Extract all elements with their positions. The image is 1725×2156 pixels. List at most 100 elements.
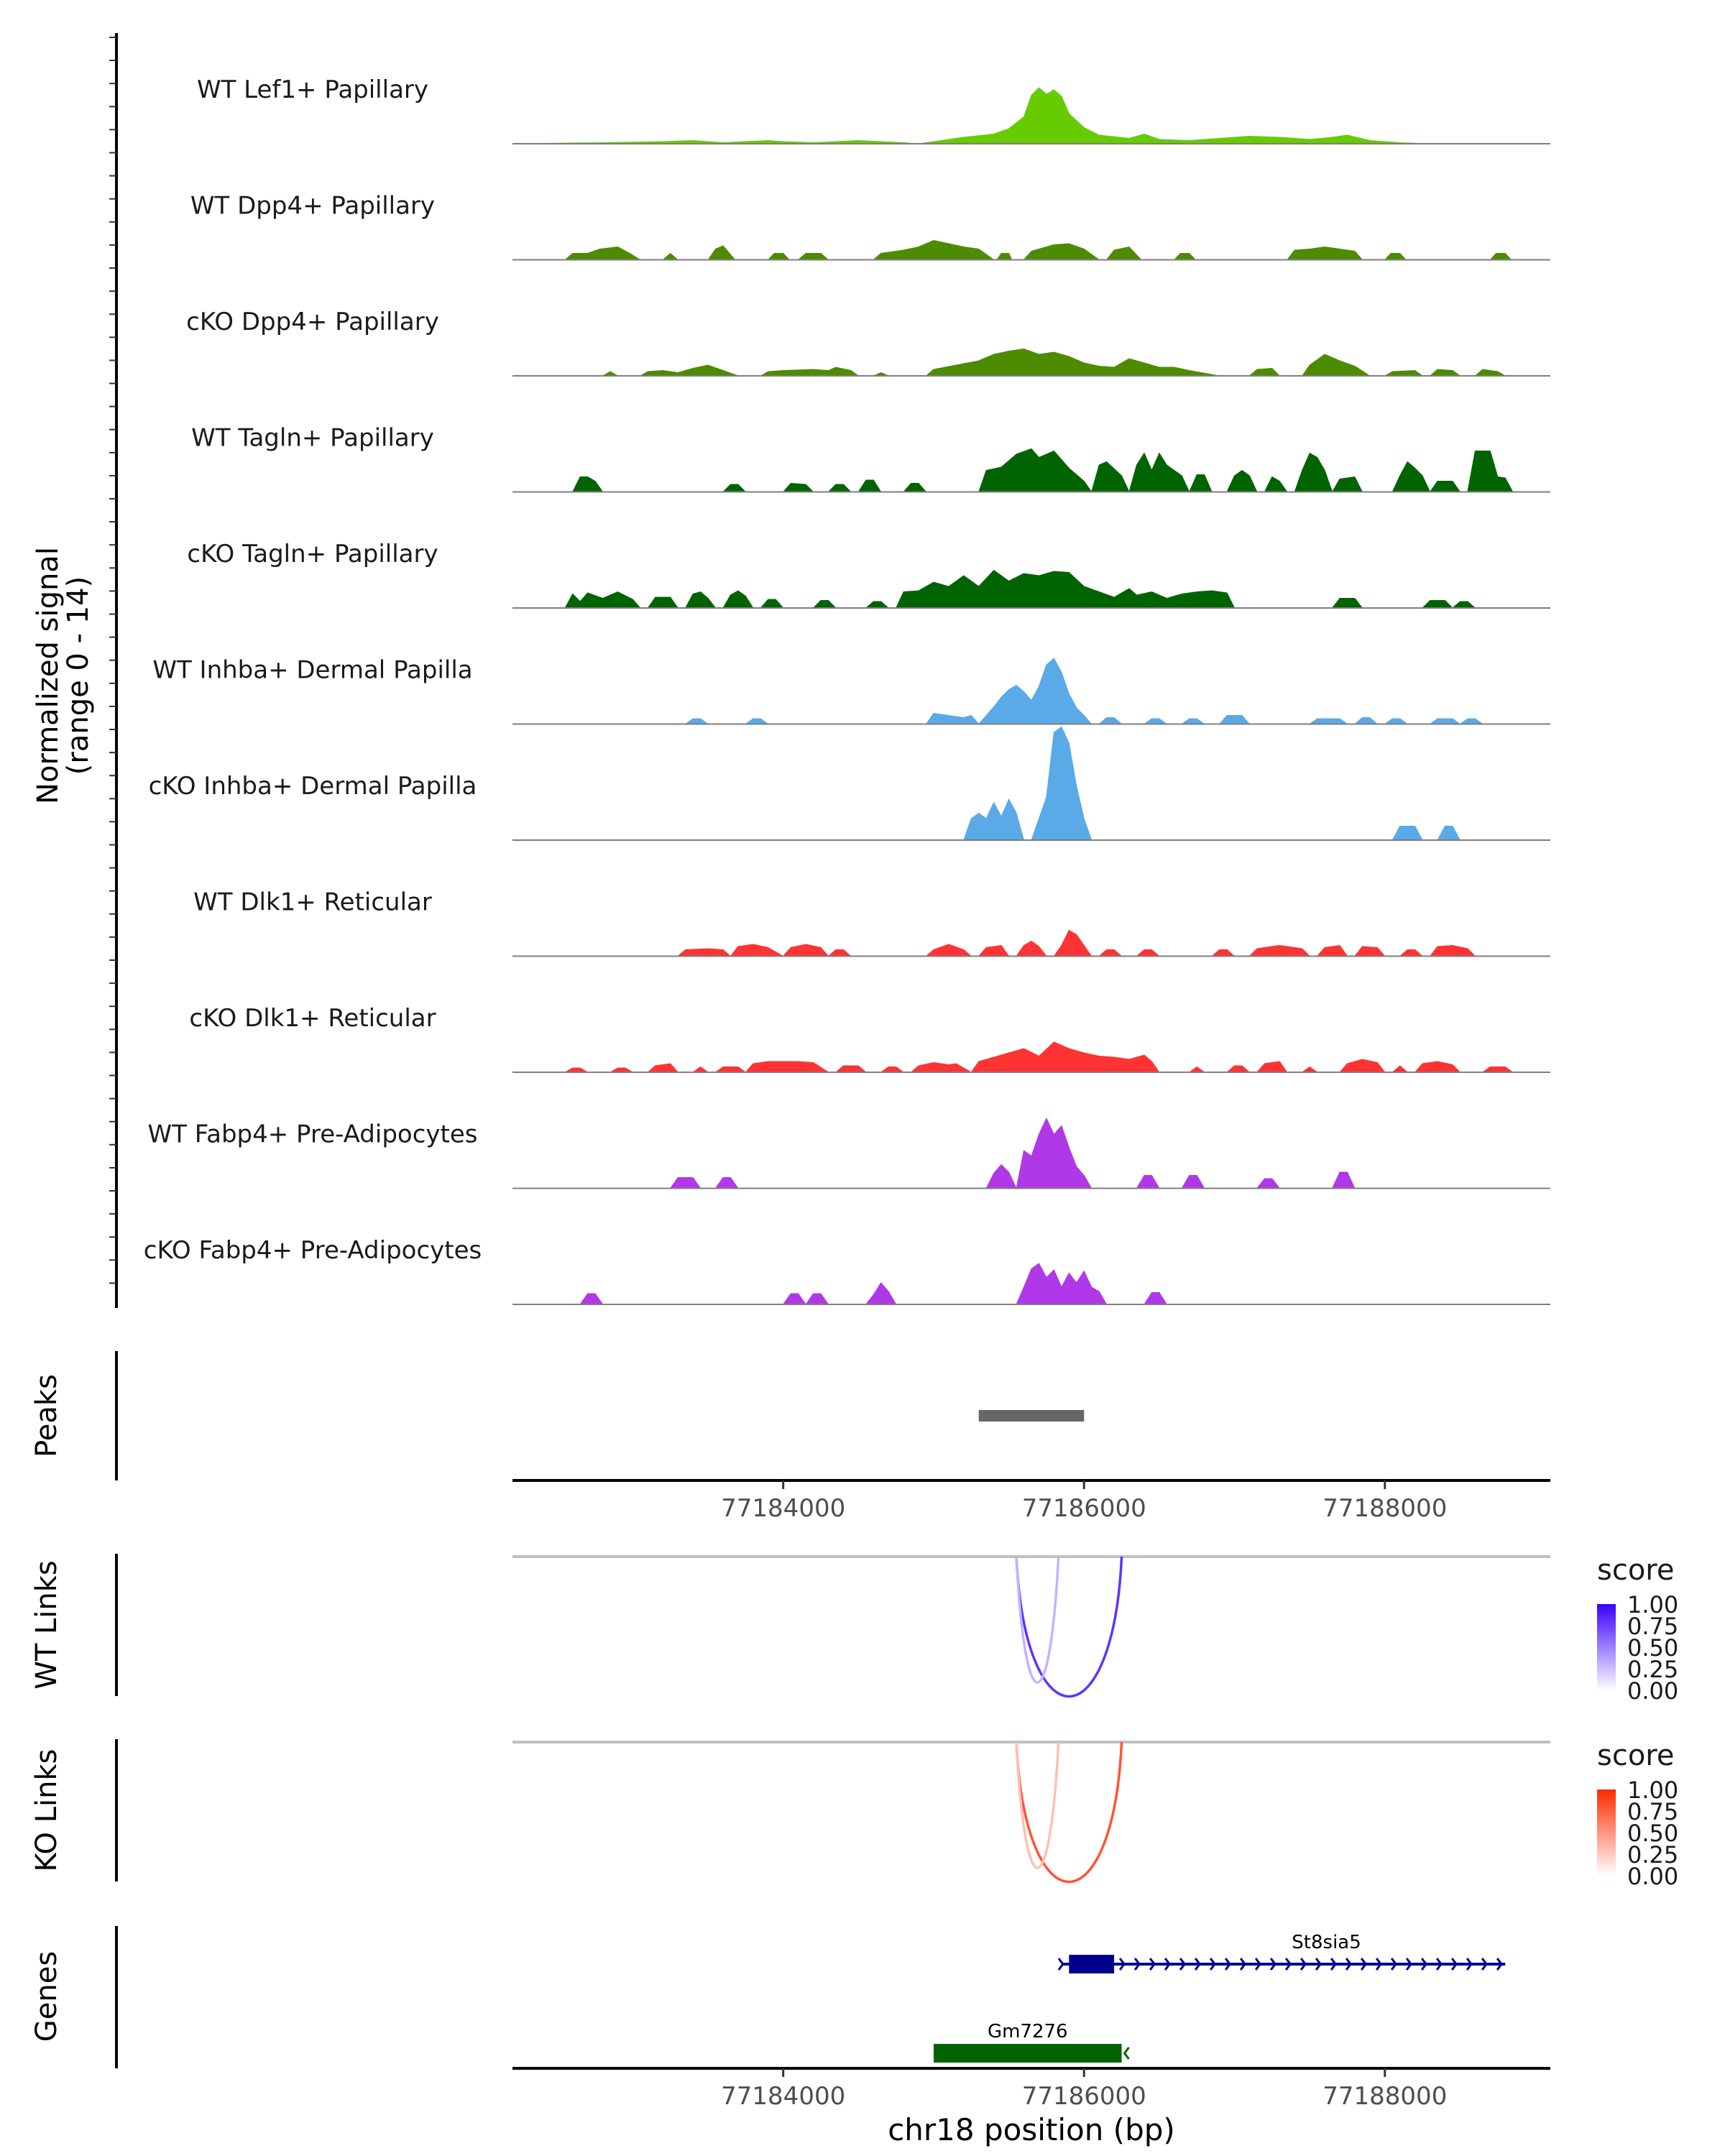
gene-name-label: Gm7276 bbox=[988, 2021, 1068, 2042]
coverage-area bbox=[1392, 826, 1423, 841]
coverage-track: WT Dlk1+ Reticular bbox=[193, 888, 1550, 957]
coverage-area bbox=[985, 1164, 1017, 1189]
coverage-track: cKO Dpp4+ Papillary bbox=[186, 308, 1550, 377]
coverage-area bbox=[1248, 367, 1281, 377]
coverage-area bbox=[1331, 1171, 1356, 1189]
genes-axis-tick-label: 77186000 bbox=[1022, 2082, 1146, 2111]
legend-tick-label: 0.50 bbox=[1627, 1820, 1678, 1847]
legend-colorbar bbox=[1597, 1604, 1616, 1690]
coverage-area bbox=[1264, 476, 1288, 492]
legend-tick-label: 0.00 bbox=[1627, 1677, 1678, 1705]
strand-arrow bbox=[1450, 1958, 1458, 1971]
coverage-area bbox=[564, 591, 642, 609]
coverage-area bbox=[902, 483, 927, 492]
gene-model: St8sia5 bbox=[1057, 1932, 1506, 1973]
coverage-area bbox=[1474, 369, 1507, 377]
legend-tick-label: 0.75 bbox=[1627, 1798, 1678, 1825]
strand-arrow bbox=[1300, 1958, 1307, 1971]
coverage-ylabel-line1: Normalized signal bbox=[32, 547, 65, 804]
legend-tick-label: 1.00 bbox=[1627, 1777, 1678, 1804]
coverage-area bbox=[1429, 718, 1461, 724]
coverage-area bbox=[797, 253, 829, 260]
strand-arrow bbox=[1435, 1958, 1443, 1971]
strand-arrow bbox=[1224, 1958, 1231, 1971]
track-label: WT Tagln+ Papillary bbox=[191, 424, 434, 453]
coverage-area bbox=[730, 944, 785, 957]
coverage-area bbox=[1181, 1175, 1205, 1189]
coverage-area bbox=[805, 1293, 829, 1305]
coverage-area bbox=[812, 600, 837, 609]
peaks-label: Peaks bbox=[30, 1374, 63, 1457]
coverage-area bbox=[895, 569, 1236, 609]
coverage-area bbox=[782, 1293, 807, 1305]
coverage-track: WT Fabp4+ Pre-Adipocytes bbox=[148, 1117, 1550, 1189]
peaks-panel: Peaks 77184000 77186000 77188000 bbox=[30, 1351, 1550, 1523]
coverage-area bbox=[714, 1177, 739, 1189]
link-arc bbox=[1015, 1741, 1060, 1869]
coverage-area bbox=[744, 718, 770, 724]
coverage-area bbox=[782, 482, 814, 492]
genes-axis-tick-label: 77184000 bbox=[721, 2082, 845, 2111]
strand-arrow bbox=[1375, 1958, 1382, 1971]
coverage-area bbox=[1031, 726, 1092, 841]
coverage-area bbox=[1180, 718, 1206, 724]
coverage-area bbox=[745, 1061, 830, 1073]
links-panel: KO Links score 1.000.750.500.250.00 bbox=[30, 1739, 1678, 1890]
gene-exon bbox=[1069, 1955, 1115, 1973]
coverage-area bbox=[963, 798, 1025, 841]
coverage-area bbox=[1016, 1263, 1108, 1305]
coverage-area bbox=[760, 599, 784, 609]
coverage-panel: Normalized signal (range 0 - 14) WT Lef1… bbox=[32, 33, 1550, 1308]
strand-arrow bbox=[1123, 2047, 1130, 2060]
coverage-area bbox=[1421, 600, 1454, 609]
coverage-area bbox=[995, 253, 1013, 260]
coverage-area bbox=[1429, 369, 1461, 377]
strand-arrow bbox=[1133, 1958, 1141, 1971]
coverage-area bbox=[1091, 461, 1130, 492]
coverage-area bbox=[684, 718, 709, 724]
coverage-area bbox=[1226, 469, 1258, 492]
legend-tick-label: 0.75 bbox=[1627, 1613, 1678, 1640]
coverage-area bbox=[925, 348, 1220, 377]
coverage-area bbox=[1451, 601, 1476, 609]
strand-arrow bbox=[1466, 1958, 1473, 1971]
coverage-area bbox=[767, 253, 791, 260]
coverage-area bbox=[1188, 474, 1213, 492]
strand-arrow bbox=[1420, 1958, 1427, 1971]
coverage-area bbox=[1392, 461, 1431, 492]
coverage-area bbox=[1391, 1065, 1409, 1073]
coverage-track: WT Inhba+ Dermal Papilla bbox=[152, 656, 1550, 725]
coverage-area bbox=[1256, 1178, 1281, 1189]
coverage-area bbox=[564, 246, 642, 260]
legend-colorbar bbox=[1597, 1789, 1616, 1876]
peak-region bbox=[978, 1410, 1085, 1422]
legend-title: score bbox=[1597, 1739, 1674, 1772]
coverage-area bbox=[722, 484, 747, 492]
coverage-track: WT Tagln+ Papillary bbox=[191, 424, 1550, 493]
coverage-area bbox=[1098, 949, 1123, 957]
legend-title: score bbox=[1597, 1554, 1674, 1587]
coverage-area bbox=[1414, 1061, 1461, 1073]
track-label: WT Fabp4+ Pre-Adipocytes bbox=[148, 1120, 478, 1149]
coverage-track: cKO Tagln+ Papillary bbox=[187, 540, 1550, 609]
coverage-area bbox=[925, 712, 980, 724]
gene-name-label: St8sia5 bbox=[1292, 1932, 1361, 1953]
links-panel: WT Links score 1.000.750.500.250.00 bbox=[30, 1554, 1678, 1705]
coverage-area bbox=[1016, 940, 1047, 957]
coverage-area bbox=[639, 364, 739, 377]
coverage-area bbox=[910, 1061, 973, 1073]
coverage-area bbox=[1384, 253, 1407, 260]
coverage-area bbox=[661, 252, 679, 260]
strand-arrow bbox=[1164, 1958, 1171, 1971]
coverage-area bbox=[1301, 1066, 1319, 1073]
coverage-y-ticks bbox=[109, 37, 116, 1284]
gene-exon bbox=[933, 2044, 1122, 2063]
coverage-area bbox=[865, 601, 890, 609]
coverage-area bbox=[880, 1067, 905, 1073]
coverage-area bbox=[925, 944, 972, 957]
coverage-area bbox=[571, 476, 604, 492]
strand-arrow bbox=[1149, 1958, 1156, 1971]
strand-arrow bbox=[1496, 1958, 1503, 1971]
